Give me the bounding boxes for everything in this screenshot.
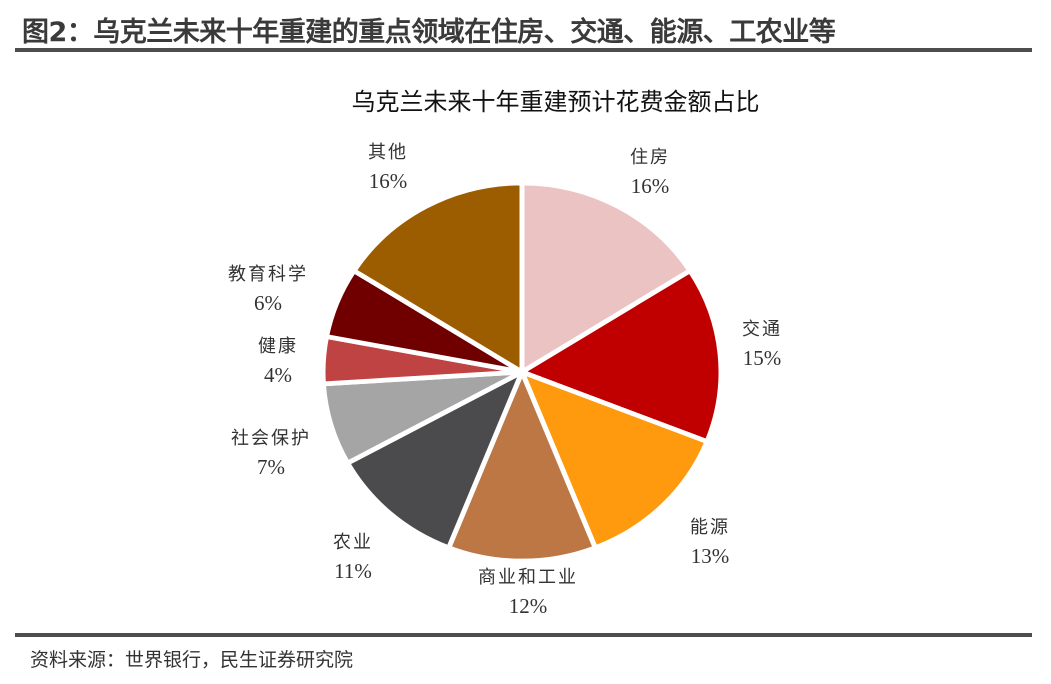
label-value: 16% xyxy=(630,174,670,198)
pie-slice xyxy=(351,180,525,375)
label-housing: 住房 16% xyxy=(630,143,670,201)
label-education-science: 教育科学 6% xyxy=(228,260,308,318)
figure-title: 图2：乌克兰未来十年重建的重点领域在住房、交通、能源、工农业等 xyxy=(22,17,836,48)
label-value: 13% xyxy=(690,544,730,568)
label-other: 其他 16% xyxy=(368,138,408,196)
label-name: 其他 xyxy=(368,142,408,163)
source-divider xyxy=(15,633,1032,637)
label-health: 健康 4% xyxy=(258,332,298,390)
label-value: 15% xyxy=(742,346,782,370)
title-divider xyxy=(15,48,1032,52)
label-name: 农业 xyxy=(333,532,373,553)
label-value: 16% xyxy=(368,169,408,193)
pie-slice xyxy=(519,180,693,375)
label-value: 6% xyxy=(254,291,282,315)
pie-slice xyxy=(519,268,724,444)
source-note: 资料来源：世界银行，民生证券研究院 xyxy=(30,649,354,671)
pie-slice xyxy=(519,369,710,551)
pie-slice xyxy=(446,369,598,564)
label-name: 住房 xyxy=(630,147,670,168)
label-agriculture: 农业 11% xyxy=(333,528,373,586)
label-energy: 能源 13% xyxy=(690,513,730,571)
label-value: 12% xyxy=(508,594,548,618)
label-name: 社会保护 xyxy=(231,428,311,449)
label-value: 4% xyxy=(264,363,292,387)
label-social-protection: 社会保护 7% xyxy=(231,424,311,482)
label-name: 教育科学 xyxy=(228,264,308,285)
label-value: 11% xyxy=(334,559,372,583)
label-name: 能源 xyxy=(690,517,730,538)
label-name: 健康 xyxy=(258,336,298,357)
pie-slice xyxy=(345,369,525,551)
label-value: 7% xyxy=(257,455,285,479)
chart-title: 乌克兰未来十年重建预计花费金额占比 xyxy=(351,88,760,116)
label-name: 交通 xyxy=(742,319,782,340)
label-commerce-industry: 商业和工业 12% xyxy=(478,563,578,621)
label-transport: 交通 15% xyxy=(742,315,782,373)
label-name: 商业和工业 xyxy=(478,567,578,588)
